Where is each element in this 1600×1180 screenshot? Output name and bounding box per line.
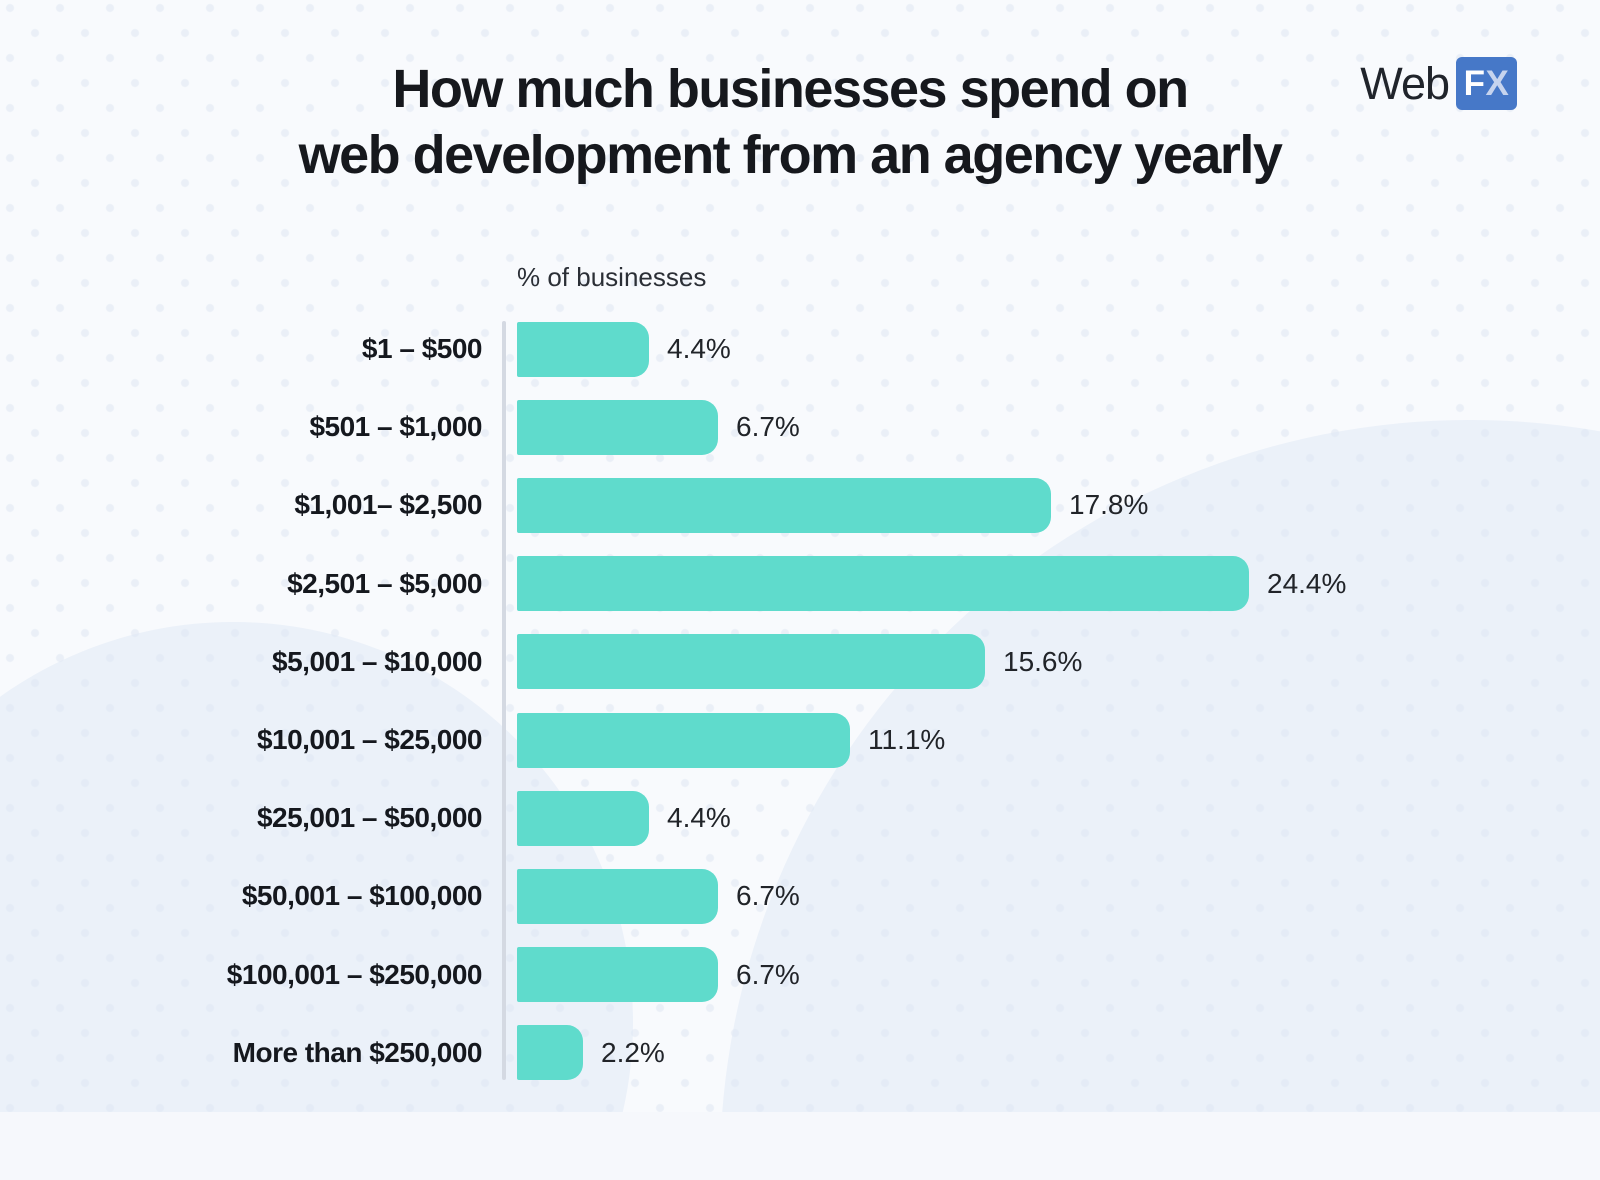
bar — [517, 477, 1051, 533]
category-label: $25,001 – $50,000 — [256, 802, 483, 834]
webfx-logo-badge-f: F — [1463, 63, 1486, 103]
category-label: $2,501 – $5,000 — [287, 567, 482, 599]
bar-row: $501 – $1,000 6.7% — [100, 388, 1560, 466]
webfx-logo-badge-x: X — [1485, 63, 1510, 103]
bar — [517, 712, 850, 768]
bar-row: More than $250,000 2.2% — [100, 1014, 1560, 1092]
bar-row: $2,501 – $5,000 24.4% — [100, 545, 1560, 623]
category-label: $1,001– $2,500 — [294, 489, 482, 521]
bar-row: $25,001 – $50,000 4.4% — [100, 779, 1560, 857]
bar-value-label: 17.8% — [1069, 489, 1149, 521]
bar — [517, 634, 985, 690]
axis-unit-label: % of businesses — [517, 262, 707, 292]
bar-row: $100,001 – $250,000 6.7% — [100, 936, 1560, 1014]
category-label: $100,001 – $250,000 — [226, 958, 483, 990]
bar — [517, 1025, 583, 1081]
bar-value-label: 2.2% — [601, 1036, 665, 1068]
chart-title: How much businesses spend on web develop… — [0, 56, 1580, 188]
bar-row: $1 – $500 4.4% — [100, 310, 1560, 388]
bar-value-label: 11.1% — [868, 724, 946, 756]
category-label: $50,001 – $100,000 — [241, 880, 483, 912]
category-label: $1 – $500 — [361, 333, 483, 365]
category-label: $5,001 – $10,000 — [272, 645, 482, 677]
chart-title-line2: web development from an agency yearly — [298, 125, 1283, 185]
bar-value-label: 4.4% — [667, 333, 731, 365]
bar-value-label: 6.7% — [736, 411, 800, 443]
y-axis-line — [502, 321, 506, 1080]
bar-value-label: 15.6% — [1003, 645, 1083, 677]
bar-value-label: 6.7% — [736, 880, 800, 912]
bar-row: $5,001 – $10,000 15.6% — [100, 623, 1560, 701]
bar-rows: $1 – $500 4.4% $501 – $1,000 6.7% $1,001… — [100, 310, 1560, 1092]
category-label: More than $250,000 — [232, 1036, 483, 1068]
bar — [517, 790, 649, 846]
bar-row: $50,001 – $100,000 6.7% — [100, 857, 1560, 935]
webfx-logo-text: Web — [1360, 57, 1450, 109]
bar — [517, 321, 649, 377]
category-label: $10,001 – $25,000 — [256, 724, 483, 756]
bar — [517, 399, 718, 455]
chart-title-line1: How much businesses spend on — [392, 59, 1189, 119]
bar-row: $10,001 – $25,000 11.1% — [100, 701, 1560, 779]
category-label: $501 – $1,000 — [309, 411, 482, 443]
bar-value-label: 6.7% — [736, 958, 800, 990]
bar — [517, 556, 1249, 612]
bar — [517, 868, 718, 924]
bar-value-label: 4.4% — [667, 802, 731, 834]
bar — [517, 947, 718, 1003]
bar-row: $1,001– $2,500 17.8% — [100, 466, 1560, 544]
background-bottom-band — [0, 1112, 1600, 1180]
bar-value-label: 24.4% — [1267, 567, 1347, 599]
